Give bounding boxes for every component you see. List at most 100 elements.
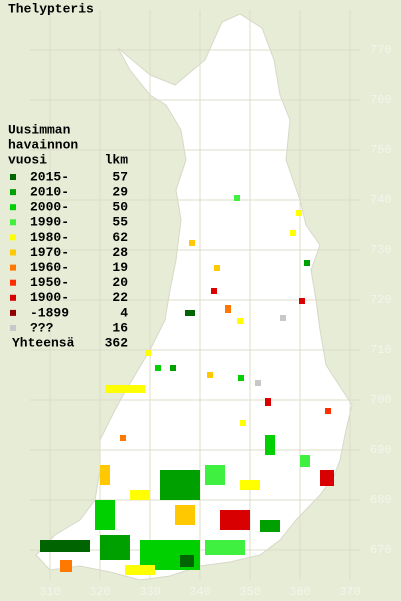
y-tick-label: 710 <box>370 343 392 357</box>
legend-swatch <box>10 279 16 286</box>
obs <box>220 510 250 530</box>
legend-label: 2000- <box>30 200 69 215</box>
obs <box>265 398 271 406</box>
legend-count: 28 <box>112 245 128 260</box>
obs <box>175 505 195 525</box>
obs <box>180 555 194 567</box>
obs <box>105 385 145 393</box>
legend-swatch <box>10 219 16 226</box>
x-tick-label: 360 <box>289 585 311 599</box>
obs <box>225 305 231 313</box>
legend-swatch <box>10 174 16 180</box>
legend-label: -1899 <box>30 305 69 320</box>
legend-count-header: lkm <box>105 152 129 167</box>
x-tick-label: 310 <box>39 585 61 599</box>
legend-swatch <box>10 234 16 241</box>
x-tick-label: 330 <box>139 585 161 599</box>
obs <box>205 465 225 485</box>
obs <box>95 500 115 530</box>
total-label: Yhteensä <box>12 336 75 351</box>
y-tick-label: 740 <box>370 193 392 207</box>
y-tick-label: 730 <box>370 243 392 257</box>
y-tick-label: 750 <box>370 143 392 157</box>
y-tick-label: 720 <box>370 293 392 307</box>
obs <box>145 350 151 356</box>
obs <box>207 372 213 378</box>
legend-count: 57 <box>112 169 128 184</box>
obs <box>214 265 220 271</box>
legend-swatch <box>10 189 16 196</box>
legend-swatch <box>10 249 16 256</box>
legend-label: 1980- <box>30 230 69 245</box>
legend-label: 1990- <box>30 215 69 230</box>
y-tick-label: 670 <box>370 543 392 557</box>
obs <box>260 520 280 532</box>
obs <box>234 195 240 201</box>
x-tick-label: 340 <box>189 585 211 599</box>
legend-header: havainnon <box>8 137 78 152</box>
legend-label: 1900- <box>30 290 69 305</box>
obs <box>240 420 246 426</box>
obs <box>189 240 195 246</box>
legend-label: 2015- <box>30 169 69 184</box>
legend-count: 29 <box>112 185 128 200</box>
obs <box>238 375 244 381</box>
legend-label: 2010- <box>30 185 69 200</box>
obs <box>237 318 243 324</box>
total-count: 362 <box>105 336 129 351</box>
legend-label: ??? <box>30 320 54 335</box>
obs <box>304 260 310 266</box>
observations <box>40 195 334 575</box>
legend-count: 20 <box>112 275 128 290</box>
obs <box>320 470 334 486</box>
x-tick-label: 320 <box>89 585 111 599</box>
obs <box>130 490 150 500</box>
legend-swatch <box>10 204 16 211</box>
obs <box>125 565 155 575</box>
obs <box>170 365 176 371</box>
obs <box>205 540 245 555</box>
legend-label: 1970- <box>30 245 69 260</box>
legend-header: Uusimman <box>8 122 71 137</box>
title: Thelypteris <box>8 1 94 16</box>
y-tick-label: 690 <box>370 443 392 457</box>
obs <box>185 310 195 316</box>
obs <box>265 435 275 455</box>
obs <box>100 465 110 485</box>
obs <box>240 480 260 490</box>
legend-label: 1950- <box>30 275 69 290</box>
legend-count: 22 <box>112 290 128 305</box>
obs <box>60 560 72 572</box>
legend-swatch <box>10 294 16 301</box>
obs <box>300 455 310 467</box>
legend-swatch <box>10 264 16 271</box>
y-tick-label: 770 <box>370 43 392 57</box>
legend-count: 19 <box>112 260 128 275</box>
legend-swatch <box>10 325 16 331</box>
y-tick-label: 680 <box>370 493 392 507</box>
obs <box>211 288 217 294</box>
obs <box>290 230 296 236</box>
obs <box>325 408 331 414</box>
obs <box>40 540 90 552</box>
obs <box>296 210 302 216</box>
obs <box>100 535 130 560</box>
obs <box>299 298 305 304</box>
legend-count: 50 <box>112 200 128 215</box>
legend-swatch <box>10 309 16 316</box>
obs <box>160 470 200 500</box>
legend-count: 62 <box>112 230 128 245</box>
legend-label: 1960- <box>30 260 69 275</box>
obs <box>280 315 286 321</box>
y-tick-label: 700 <box>370 393 392 407</box>
obs <box>155 365 161 371</box>
y-tick-label: 760 <box>370 93 392 107</box>
legend-count: 4 <box>120 305 128 320</box>
x-tick-label: 370 <box>339 585 361 599</box>
obs <box>255 380 261 386</box>
legend-count: 16 <box>112 320 128 335</box>
x-tick-label: 350 <box>239 585 261 599</box>
legend-count: 55 <box>112 215 128 230</box>
legend-header: vuosi <box>8 152 47 167</box>
